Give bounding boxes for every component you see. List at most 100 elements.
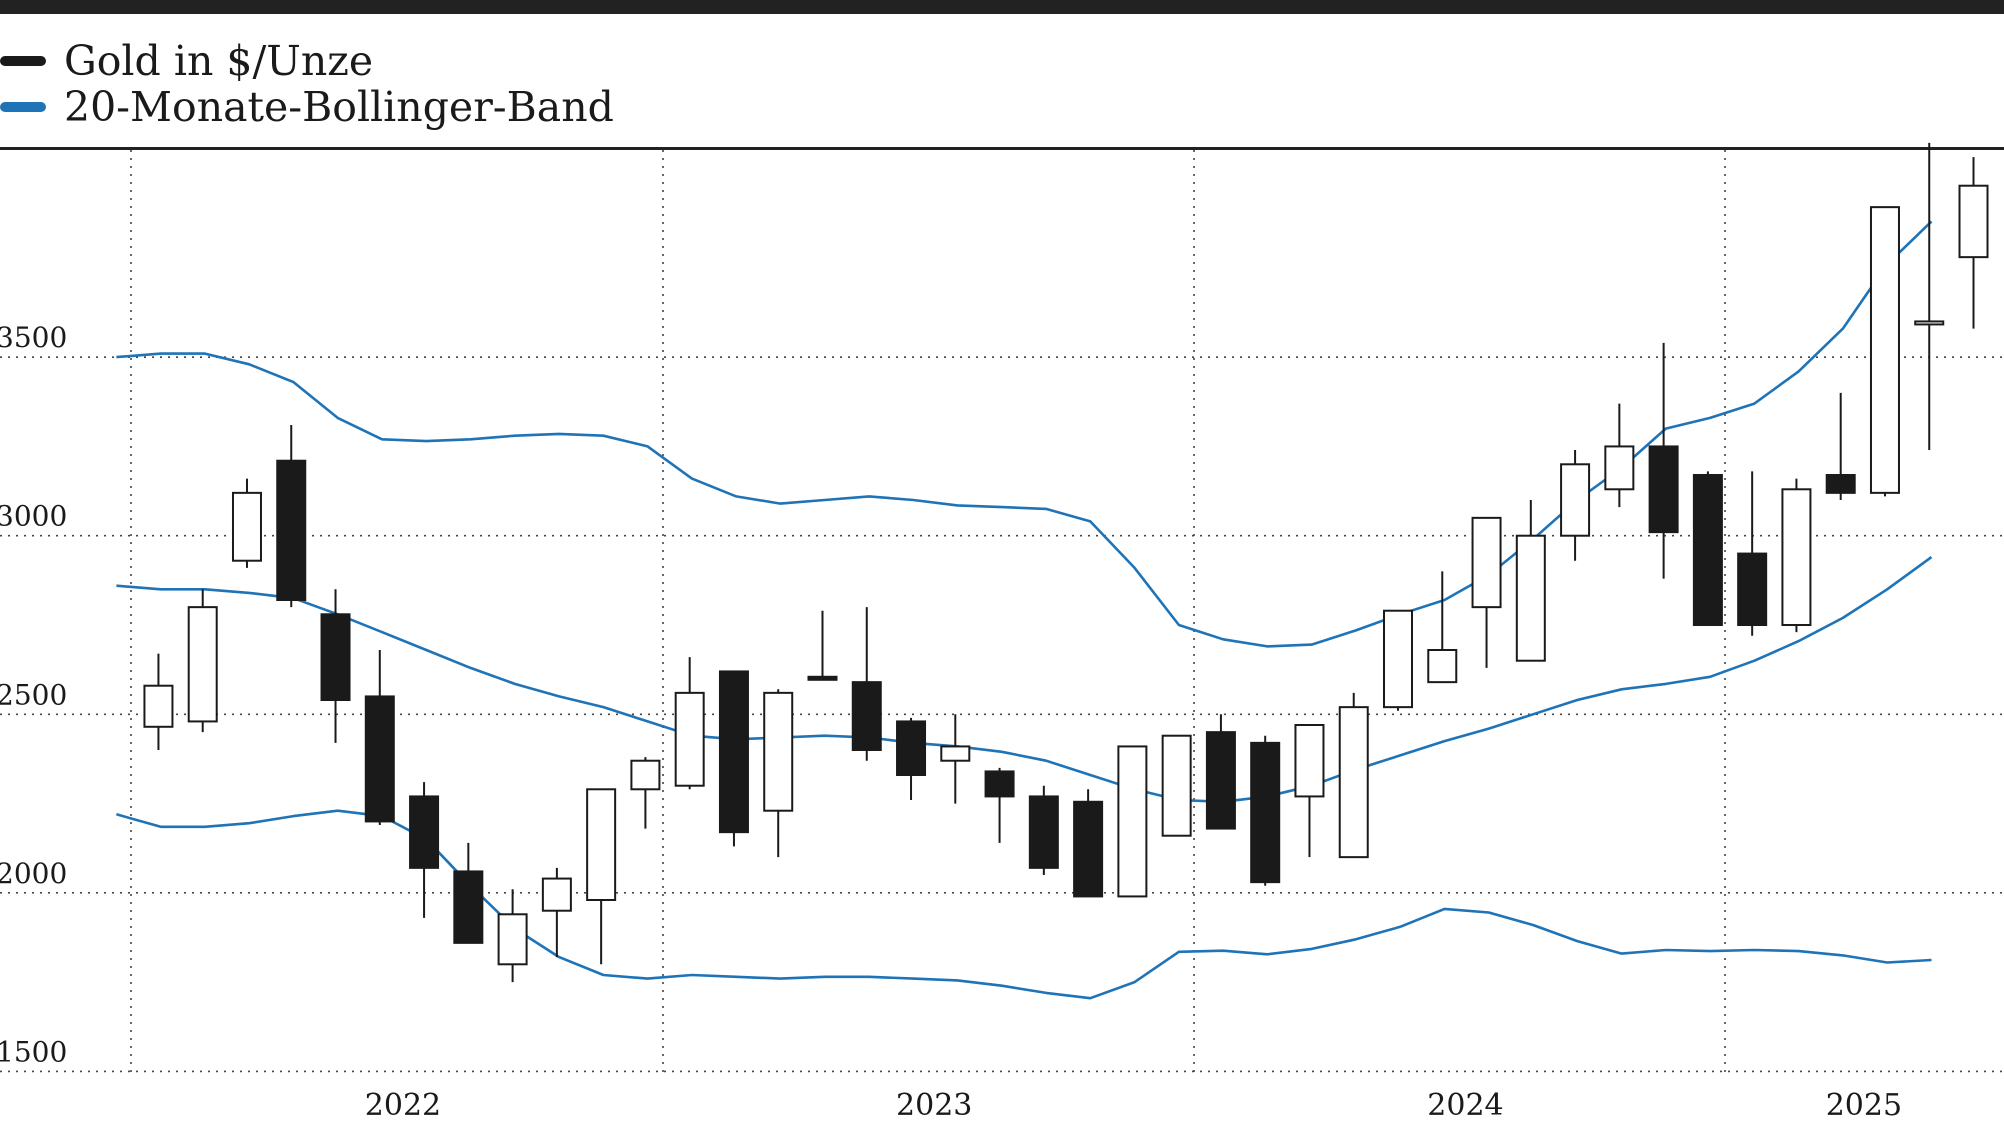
candle-14 <box>763 689 794 858</box>
top-bar <box>0 0 2004 14</box>
candle-16 <box>851 607 882 761</box>
y-tick-label-2500: 2500 <box>0 678 67 711</box>
y-tick-label-2000: 2000 <box>0 857 67 890</box>
candle-11 <box>630 757 661 829</box>
candle-body-10 <box>586 788 617 901</box>
candle-20 <box>1028 785 1059 875</box>
candle-body-28 <box>1383 609 1414 709</box>
x-tick-label-2022: 2022 <box>365 1088 441 1123</box>
candle-body-36 <box>1737 552 1768 626</box>
bollinger-band-layer <box>116 220 1933 1000</box>
candle-body-2 <box>231 491 262 562</box>
candle-22 <box>1117 745 1148 898</box>
candle-18 <box>940 714 971 804</box>
candle-body-8 <box>497 913 528 966</box>
candle-body-29 <box>1427 649 1458 684</box>
candle-body-0 <box>143 684 174 728</box>
candlestick-layer <box>143 142 1989 983</box>
x-tick-label-2023: 2023 <box>896 1088 972 1123</box>
y-tick-label-3500: 3500 <box>0 321 67 354</box>
candle-body-15 <box>807 675 838 681</box>
candle-17 <box>896 717 927 800</box>
candle-body-30 <box>1471 516 1502 609</box>
candle-19 <box>984 767 1015 843</box>
candle-body-25 <box>1250 741 1281 884</box>
candle-body-33 <box>1604 445 1635 491</box>
candle-body-1 <box>187 606 218 723</box>
candle-37 <box>1781 478 1812 633</box>
candle-body-23 <box>1161 734 1192 837</box>
candle-24 <box>1205 714 1236 830</box>
candle-27 <box>1338 692 1369 859</box>
candle-body-6 <box>409 795 440 869</box>
y-tick-label-1500: 1500 <box>0 1035 67 1068</box>
candle-body-24 <box>1205 731 1236 830</box>
candle-10 <box>586 788 617 965</box>
axis-label-layer: 1500 2000 2500 3000 3500 2022 2023 2024 2025 <box>0 321 1902 1123</box>
candle-body-11 <box>630 759 661 791</box>
candle-body-17 <box>896 720 927 777</box>
grid-layer <box>0 150 2004 1075</box>
candle-35 <box>1692 471 1723 626</box>
y-tick-label-3000: 3000 <box>0 500 67 533</box>
candle-29 <box>1427 571 1458 684</box>
candle-body-7 <box>453 870 484 944</box>
candle-12 <box>674 657 705 790</box>
candle-body-18 <box>940 745 971 762</box>
candle-body-38 <box>1825 474 1856 494</box>
candle-body-4 <box>320 613 351 701</box>
candle-13 <box>718 670 749 847</box>
candle-9 <box>541 867 572 958</box>
candle-body-14 <box>763 691 794 812</box>
candle-body-20 <box>1028 795 1059 869</box>
candle-body-34 <box>1648 445 1679 534</box>
candle-40 <box>1914 142 1945 450</box>
candle-32 <box>1560 450 1591 561</box>
x-tick-label-2025: 2025 <box>1826 1088 1902 1123</box>
candle-body-12 <box>674 691 705 787</box>
candle-body-13 <box>718 670 749 834</box>
candle-body-21 <box>1073 800 1104 898</box>
candle-0 <box>143 653 174 750</box>
candle-33 <box>1604 403 1635 508</box>
candle-8 <box>497 889 528 983</box>
candle-26 <box>1294 724 1325 858</box>
header-rule <box>0 147 2004 150</box>
candle-6 <box>409 782 440 918</box>
candle-body-19 <box>984 770 1015 798</box>
candle-30 <box>1471 516 1502 668</box>
candle-body-27 <box>1338 706 1369 859</box>
legend-item-gold: Gold in $/Unze <box>0 38 614 84</box>
x-tick-label-2024: 2024 <box>1427 1088 1503 1123</box>
candle-4 <box>320 589 351 743</box>
candle-5 <box>364 650 395 825</box>
bollinger-middle-line <box>116 556 1933 804</box>
candle-36 <box>1737 471 1768 636</box>
candle-3 <box>276 425 307 608</box>
candle-body-37 <box>1781 488 1812 626</box>
candle-23 <box>1161 734 1192 837</box>
candle-body-16 <box>851 681 882 752</box>
bollinger-lower-line <box>116 809 1932 1000</box>
candle-25 <box>1250 735 1281 886</box>
candle-body-41 <box>1958 184 1989 259</box>
candle-31 <box>1515 500 1546 662</box>
legend-swatch-gold <box>0 56 46 66</box>
candle-21 <box>1073 789 1104 898</box>
legend: Gold in $/Unze 20-Monate-Bollinger-Band <box>0 38 614 130</box>
candle-body-22 <box>1117 745 1148 898</box>
candle-body-32 <box>1560 463 1591 537</box>
legend-swatch-bollinger <box>0 102 46 112</box>
candle-7 <box>453 842 484 944</box>
candle-body-40 <box>1914 320 1945 326</box>
candle-body-26 <box>1294 724 1325 798</box>
legend-label-gold: Gold in $/Unze <box>64 37 374 85</box>
candle-2 <box>231 478 262 568</box>
legend-item-bollinger: 20-Monate-Bollinger-Band <box>0 84 614 130</box>
candle-body-9 <box>541 877 572 912</box>
candle-38 <box>1825 392 1856 500</box>
candle-1 <box>187 589 218 733</box>
candle-15 <box>807 610 838 681</box>
candle-34 <box>1648 342 1679 579</box>
